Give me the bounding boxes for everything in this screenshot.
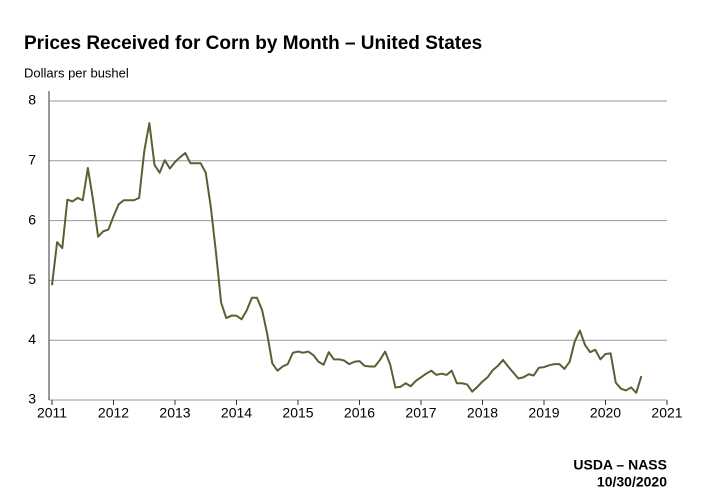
y-tick-label: 3 [28, 391, 36, 407]
x-tick-label: 2013 [159, 405, 190, 421]
y-tick-label: 4 [28, 331, 36, 347]
source: USDA – NASS [573, 457, 667, 473]
data-line [51, 122, 643, 394]
date: 10/30/2020 [597, 474, 667, 488]
y-tick-label: 5 [28, 271, 36, 287]
x-tick-label: 2019 [528, 405, 559, 421]
x-tick-label: 2012 [98, 405, 129, 421]
y-tick-label: 6 [28, 211, 36, 227]
y-axis-label: Dollars per bushel [24, 65, 129, 80]
y-tick-label: 8 [28, 92, 36, 108]
x-tick-label: 2011 [37, 405, 67, 421]
x-tick-label: 2021 [651, 405, 682, 421]
x-tick-label: 2018 [467, 405, 498, 421]
x-tick-label: 2020 [590, 405, 621, 421]
y-tick-label: 7 [28, 152, 36, 168]
chart-title: Prices Received for Corn by Month – Unit… [24, 33, 482, 54]
x-tick-label: 2015 [282, 405, 313, 421]
x-tick-label: 2014 [221, 405, 252, 421]
x-tick-label: 2017 [405, 405, 436, 421]
x-tick-label: 2016 [344, 405, 375, 421]
